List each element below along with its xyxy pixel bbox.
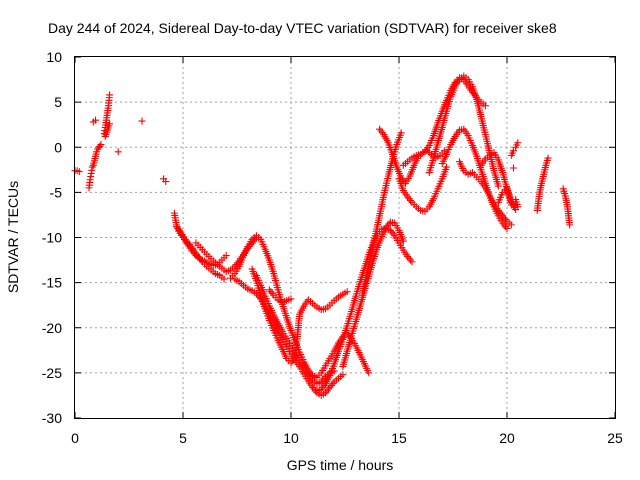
- y-tick-label: -20: [42, 320, 62, 336]
- data-point: [514, 203, 522, 211]
- series-s21: [395, 163, 451, 215]
- data-point: [222, 252, 230, 260]
- series-s03: [89, 116, 100, 126]
- grid-lines: [75, 57, 615, 418]
- data-point: [399, 237, 407, 245]
- y-tick-label: -30: [42, 410, 62, 426]
- series-s16: [265, 286, 295, 306]
- series-s08: [160, 175, 170, 186]
- data-point: [408, 258, 416, 266]
- data-point: [514, 139, 522, 147]
- data-point: [440, 147, 448, 155]
- data-point: [509, 164, 517, 172]
- series-s19: [358, 129, 405, 299]
- axis-ticks: 0 5 10 15 20 25 10 5 0 -5 -10 -15 -20 -25 -30: [42, 49, 623, 446]
- data-point: [138, 117, 146, 125]
- x-tick-label: 5: [179, 430, 187, 446]
- x-tick-label: 25: [607, 430, 623, 446]
- data-point: [114, 148, 122, 156]
- data-point: [287, 295, 295, 303]
- x-tick-label: 10: [283, 430, 299, 446]
- data-point: [503, 224, 511, 232]
- chart-title: Day 244 of 2024, Sidereal Day-to-day VTE…: [48, 20, 557, 36]
- data-point: [106, 91, 114, 99]
- series-s07: [138, 117, 146, 125]
- y-tick-label: -10: [42, 230, 62, 246]
- series-s15: [248, 265, 351, 367]
- x-tick-label: 20: [499, 430, 515, 446]
- data-point: [443, 163, 451, 171]
- data-point: [544, 154, 552, 162]
- y-tick-label: -15: [42, 275, 62, 291]
- data-point: [365, 369, 373, 377]
- data-points: [71, 72, 574, 399]
- x-axis-label: GPS time / hours: [287, 457, 394, 473]
- series-s29: [509, 164, 517, 172]
- data-point: [494, 182, 502, 190]
- data-point: [509, 147, 517, 155]
- series-s32: [559, 185, 574, 229]
- series-s05: [101, 120, 114, 140]
- y-axis-label: SDTVAR / TECUs: [5, 181, 21, 293]
- series-s28: [507, 139, 522, 159]
- series-s25: [455, 158, 515, 229]
- y-tick-label: 10: [46, 49, 62, 65]
- series-s06: [114, 148, 122, 156]
- data-point: [106, 120, 114, 128]
- data-point: [566, 221, 574, 229]
- series-s30: [512, 196, 522, 211]
- series-s31: [533, 154, 552, 214]
- y-tick-label: -25: [42, 365, 62, 381]
- series-s10: [173, 223, 228, 283]
- series-s17: [313, 224, 416, 395]
- y-tick-label: 0: [54, 139, 62, 155]
- plot-frame: [74, 56, 616, 419]
- data-point: [397, 129, 405, 137]
- data-point: [339, 371, 347, 379]
- data-point: [88, 163, 96, 171]
- series-s23: [425, 72, 502, 190]
- data-point: [481, 102, 489, 110]
- series-s02: [85, 141, 105, 192]
- data-point: [343, 288, 351, 296]
- y-tick-label: -5: [50, 184, 63, 200]
- series-s01: [71, 167, 83, 176]
- data-point: [97, 141, 105, 149]
- x-tick-label: 0: [71, 430, 79, 446]
- data-point: [162, 178, 170, 186]
- data-point: [75, 168, 83, 176]
- data-point: [92, 116, 100, 124]
- x-tick-label: 15: [391, 430, 407, 446]
- data-point: [220, 275, 228, 283]
- y-tick-label: 5: [54, 94, 62, 110]
- data-point: [507, 221, 515, 229]
